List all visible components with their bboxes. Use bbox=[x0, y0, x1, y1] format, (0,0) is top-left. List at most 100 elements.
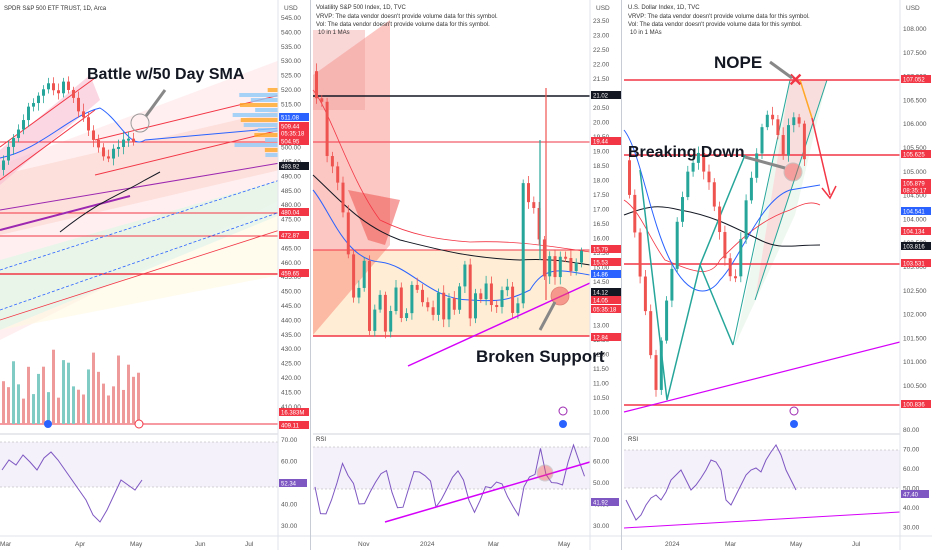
spy-panel[interactable]: 545.00 540.00 535.00 530.00 525.00 520.00 515.… bbox=[0, 0, 310, 550]
candle bbox=[463, 264, 467, 287]
price-badge-label: 08:35:17 bbox=[903, 189, 927, 195]
candle bbox=[17, 129, 20, 138]
candle bbox=[122, 139, 125, 147]
volume-bar bbox=[97, 371, 100, 424]
rsi-tick-label: 40.00 bbox=[903, 505, 920, 512]
price-badge-label: 480.04 bbox=[281, 211, 300, 217]
volume-bar bbox=[117, 355, 120, 424]
volume-profile-bar bbox=[265, 138, 278, 142]
candle bbox=[27, 106, 30, 121]
candle bbox=[389, 311, 393, 332]
candle bbox=[537, 208, 541, 240]
annotation-battle: Battle w/50 Day SMA bbox=[87, 66, 245, 83]
price-badge bbox=[279, 129, 309, 137]
rsi-tick-label: 70.00 bbox=[903, 447, 920, 454]
rsi-badge bbox=[901, 490, 929, 498]
price-badge-label: 511.08 bbox=[281, 116, 300, 122]
price-badge-label: 493.92 bbox=[281, 165, 300, 171]
flag-icon[interactable] bbox=[790, 420, 798, 428]
vix-panel[interactable]: 23.5023.0022.5022.0021.5021.0020.5020.00… bbox=[310, 0, 622, 550]
info-line: VRVP: The data vendor doesn't provide vo… bbox=[628, 14, 810, 20]
candle bbox=[500, 290, 504, 307]
price-badge bbox=[591, 333, 621, 341]
price-badge bbox=[279, 208, 309, 216]
price-tick-label: 102.000 bbox=[903, 312, 927, 319]
candle bbox=[744, 200, 748, 240]
candle bbox=[675, 221, 679, 269]
rsi-tick-label: 50.00 bbox=[903, 486, 920, 493]
candle bbox=[67, 81, 70, 90]
candle bbox=[52, 83, 55, 91]
candle bbox=[421, 289, 424, 303]
price-axis[interactable]: 545.00 540.00 535.00 530.00 525.00 520.00 515.… bbox=[281, 15, 301, 411]
price-tick-label: 12.00 bbox=[593, 352, 610, 359]
candle bbox=[505, 286, 509, 291]
candle bbox=[787, 125, 790, 156]
candle bbox=[797, 117, 801, 124]
spy-candles bbox=[2, 76, 135, 176]
info-line: 10 in 1 MAs bbox=[318, 30, 350, 36]
lightning-icon[interactable] bbox=[789, 406, 799, 416]
price-badge bbox=[591, 305, 621, 313]
candle bbox=[378, 294, 382, 310]
dxy-candles bbox=[628, 106, 806, 397]
candle bbox=[32, 103, 35, 107]
rsi-line bbox=[625, 444, 797, 521]
time-axis[interactable]: Mar Apr May Jun Jul bbox=[0, 541, 254, 548]
price-tick-label: 415.00 bbox=[281, 389, 301, 396]
candle bbox=[532, 202, 536, 209]
candle bbox=[760, 127, 764, 154]
price-badge-label: 104.541 bbox=[903, 210, 925, 216]
volume-profile-bar bbox=[239, 93, 278, 97]
candle bbox=[771, 114, 775, 120]
price-tick-label: 17.50 bbox=[593, 192, 610, 199]
price-badge-label: 14.05 bbox=[593, 299, 609, 305]
chart-title: U.S. Dollar Index, 1D, TVC bbox=[628, 5, 700, 11]
price-badge-label: 509.44 bbox=[281, 125, 300, 131]
rsi-label: RSI bbox=[316, 437, 326, 443]
price-tick-label: 15.00 bbox=[593, 265, 610, 272]
time-tick-label: Mar bbox=[488, 541, 500, 548]
volume-bar bbox=[137, 372, 140, 424]
candle bbox=[394, 287, 398, 312]
volume-bar bbox=[112, 386, 115, 424]
currency-label[interactable]: USD bbox=[906, 5, 920, 12]
price-tick-label: 535.00 bbox=[281, 44, 301, 51]
candle bbox=[755, 153, 759, 178]
volume-profile-bar bbox=[243, 123, 278, 127]
rsi-label: RSI bbox=[628, 437, 638, 443]
volume-bar bbox=[47, 392, 50, 424]
flag-icon[interactable] bbox=[559, 420, 567, 428]
time-axis[interactable]: Nov 2024 Mar May bbox=[358, 541, 571, 548]
time-tick-label: Nov bbox=[358, 541, 370, 548]
candle bbox=[42, 89, 45, 96]
price-badge-label: 14.86 bbox=[593, 273, 609, 279]
price-tick-label: 545.00 bbox=[281, 15, 301, 22]
currency-label[interactable]: USD bbox=[596, 5, 610, 12]
dividend-icon[interactable] bbox=[44, 420, 52, 428]
price-tick-label: 105.500 bbox=[903, 145, 927, 152]
volume-bar bbox=[57, 397, 60, 424]
price-tick-label: 455.00 bbox=[281, 274, 301, 281]
time-tick-label: Apr bbox=[75, 541, 86, 548]
price-badge bbox=[279, 162, 309, 170]
vix-candles bbox=[315, 63, 583, 339]
candle bbox=[702, 152, 706, 172]
price-badge-label: 459.65 bbox=[281, 272, 300, 278]
earnings-icon[interactable] bbox=[134, 419, 144, 429]
price-tick-label: 15.50 bbox=[593, 250, 610, 257]
time-axis[interactable]: 2024 Mar May Jul bbox=[665, 541, 861, 548]
price-badge-label: 14.12 bbox=[593, 291, 609, 297]
lightning-icon[interactable] bbox=[558, 406, 568, 416]
volume-profile-bar bbox=[265, 153, 278, 157]
price-badges: 107.052105.625105.87908:35:17104.541104.… bbox=[901, 75, 931, 409]
dxy-panel[interactable]: ✕ 108.000107.500107.000106.500106.000105… bbox=[621, 0, 932, 550]
rsi-tick-label: 50.00 bbox=[593, 480, 610, 487]
candle bbox=[564, 256, 568, 259]
price-tick-label: 101.500 bbox=[903, 335, 927, 342]
price-badge-label: 105.879 bbox=[903, 182, 925, 188]
candle bbox=[649, 311, 653, 356]
currency-label[interactable]: USD bbox=[284, 5, 298, 12]
